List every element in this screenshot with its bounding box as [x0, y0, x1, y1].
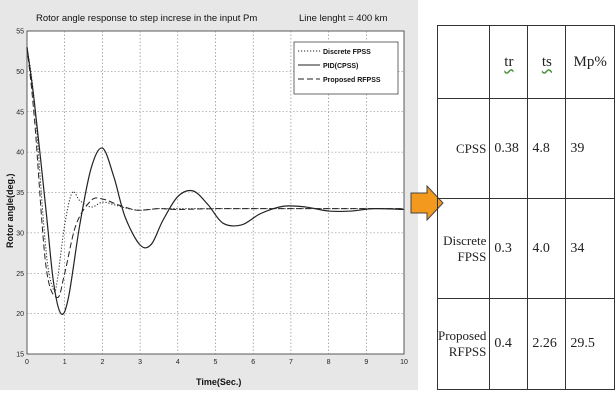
row-label: Discrete FPSS — [436, 198, 491, 299]
header-cell-empty — [436, 25, 491, 99]
y-tick-label: 25 — [16, 271, 24, 278]
x-tick-label: 10 — [400, 359, 408, 366]
y-tick-label: 50 — [16, 69, 24, 76]
legend-label: Proposed RFPSS — [323, 77, 381, 84]
table-cell: 2.26 — [527, 298, 567, 390]
y-tick-label: 15 — [16, 352, 24, 359]
table-row: Proposed RFPSS 0.4 2.26 29.5 — [436, 298, 615, 390]
y-axis-label: Rotor angle(deg.) — [5, 174, 15, 249]
legend-box — [293, 41, 399, 95]
series-lines — [26, 47, 405, 315]
x-tick-label: 4 — [176, 359, 180, 366]
y-tick-label: 45 — [16, 109, 24, 116]
x-tick-label: 6 — [251, 359, 255, 366]
table-cell: 0.4 — [489, 298, 529, 390]
series-line-2 — [26, 47, 404, 298]
header-cell-tr: tr — [489, 25, 529, 99]
x-tick-label: 7 — [289, 359, 293, 366]
table-cell: 34 — [565, 198, 615, 299]
table-cell: 0.38 — [489, 98, 529, 199]
chart-panel: Rotor angle response to step increse in … — [0, 0, 418, 390]
row-label: Proposed RFPSS — [436, 298, 491, 390]
table-cell: 0.3 — [489, 198, 529, 299]
table-header-row: tr ts Mp% — [436, 25, 615, 99]
x-tick-label: 0 — [25, 359, 29, 366]
x-tick-label: 1 — [63, 359, 67, 366]
header-cell-mp: Mp% — [565, 25, 615, 99]
header-cell-ts: ts — [527, 25, 567, 99]
x-tick-label: 5 — [214, 359, 218, 366]
legend-label: Discrete FPSS — [323, 49, 371, 56]
performance-table: tr ts Mp% CPSS 0.38 4.8 39 Discrete FPSS … — [436, 25, 615, 390]
y-tick-label: 20 — [16, 311, 24, 318]
row-label: CPSS — [436, 98, 491, 199]
x-tick-label: 9 — [364, 359, 368, 366]
legend: Discrete FPSS PID(CPSS) Proposed RFPSS — [293, 41, 399, 95]
legend-label: PID(CPSS) — [323, 63, 358, 70]
chart-title: Rotor angle response to step increse in … — [36, 13, 257, 24]
table-cell: 4.8 — [527, 98, 567, 199]
x-axis-label: Time(Sec.) — [196, 377, 241, 387]
x-tick-label: 8 — [327, 359, 331, 366]
legend-items: Discrete FPSS PID(CPSS) Proposed RFPSS — [298, 49, 381, 84]
x-tick-label: 3 — [138, 359, 142, 366]
y-tick-label: 30 — [16, 230, 24, 237]
table-cell: 39 — [565, 98, 615, 199]
series-line-1 — [26, 47, 405, 315]
rotor-angle-chart: Rotor angle response to step increse in … — [5, 13, 408, 387]
table-row: Discrete FPSS 0.3 4.0 34 — [436, 198, 615, 299]
y-tick-label: 55 — [16, 29, 24, 36]
chart-annotation: Line lenght = 400 km — [299, 13, 388, 24]
x-tick-label: 2 — [100, 359, 104, 366]
y-tick-label: 40 — [16, 150, 24, 157]
table-cell: 29.5 — [565, 298, 615, 390]
y-tick-label: 35 — [16, 190, 24, 197]
table-cell: 4.0 — [527, 198, 567, 299]
table-row: CPSS 0.38 4.8 39 — [436, 98, 615, 199]
arrow-right-icon — [410, 185, 444, 221]
